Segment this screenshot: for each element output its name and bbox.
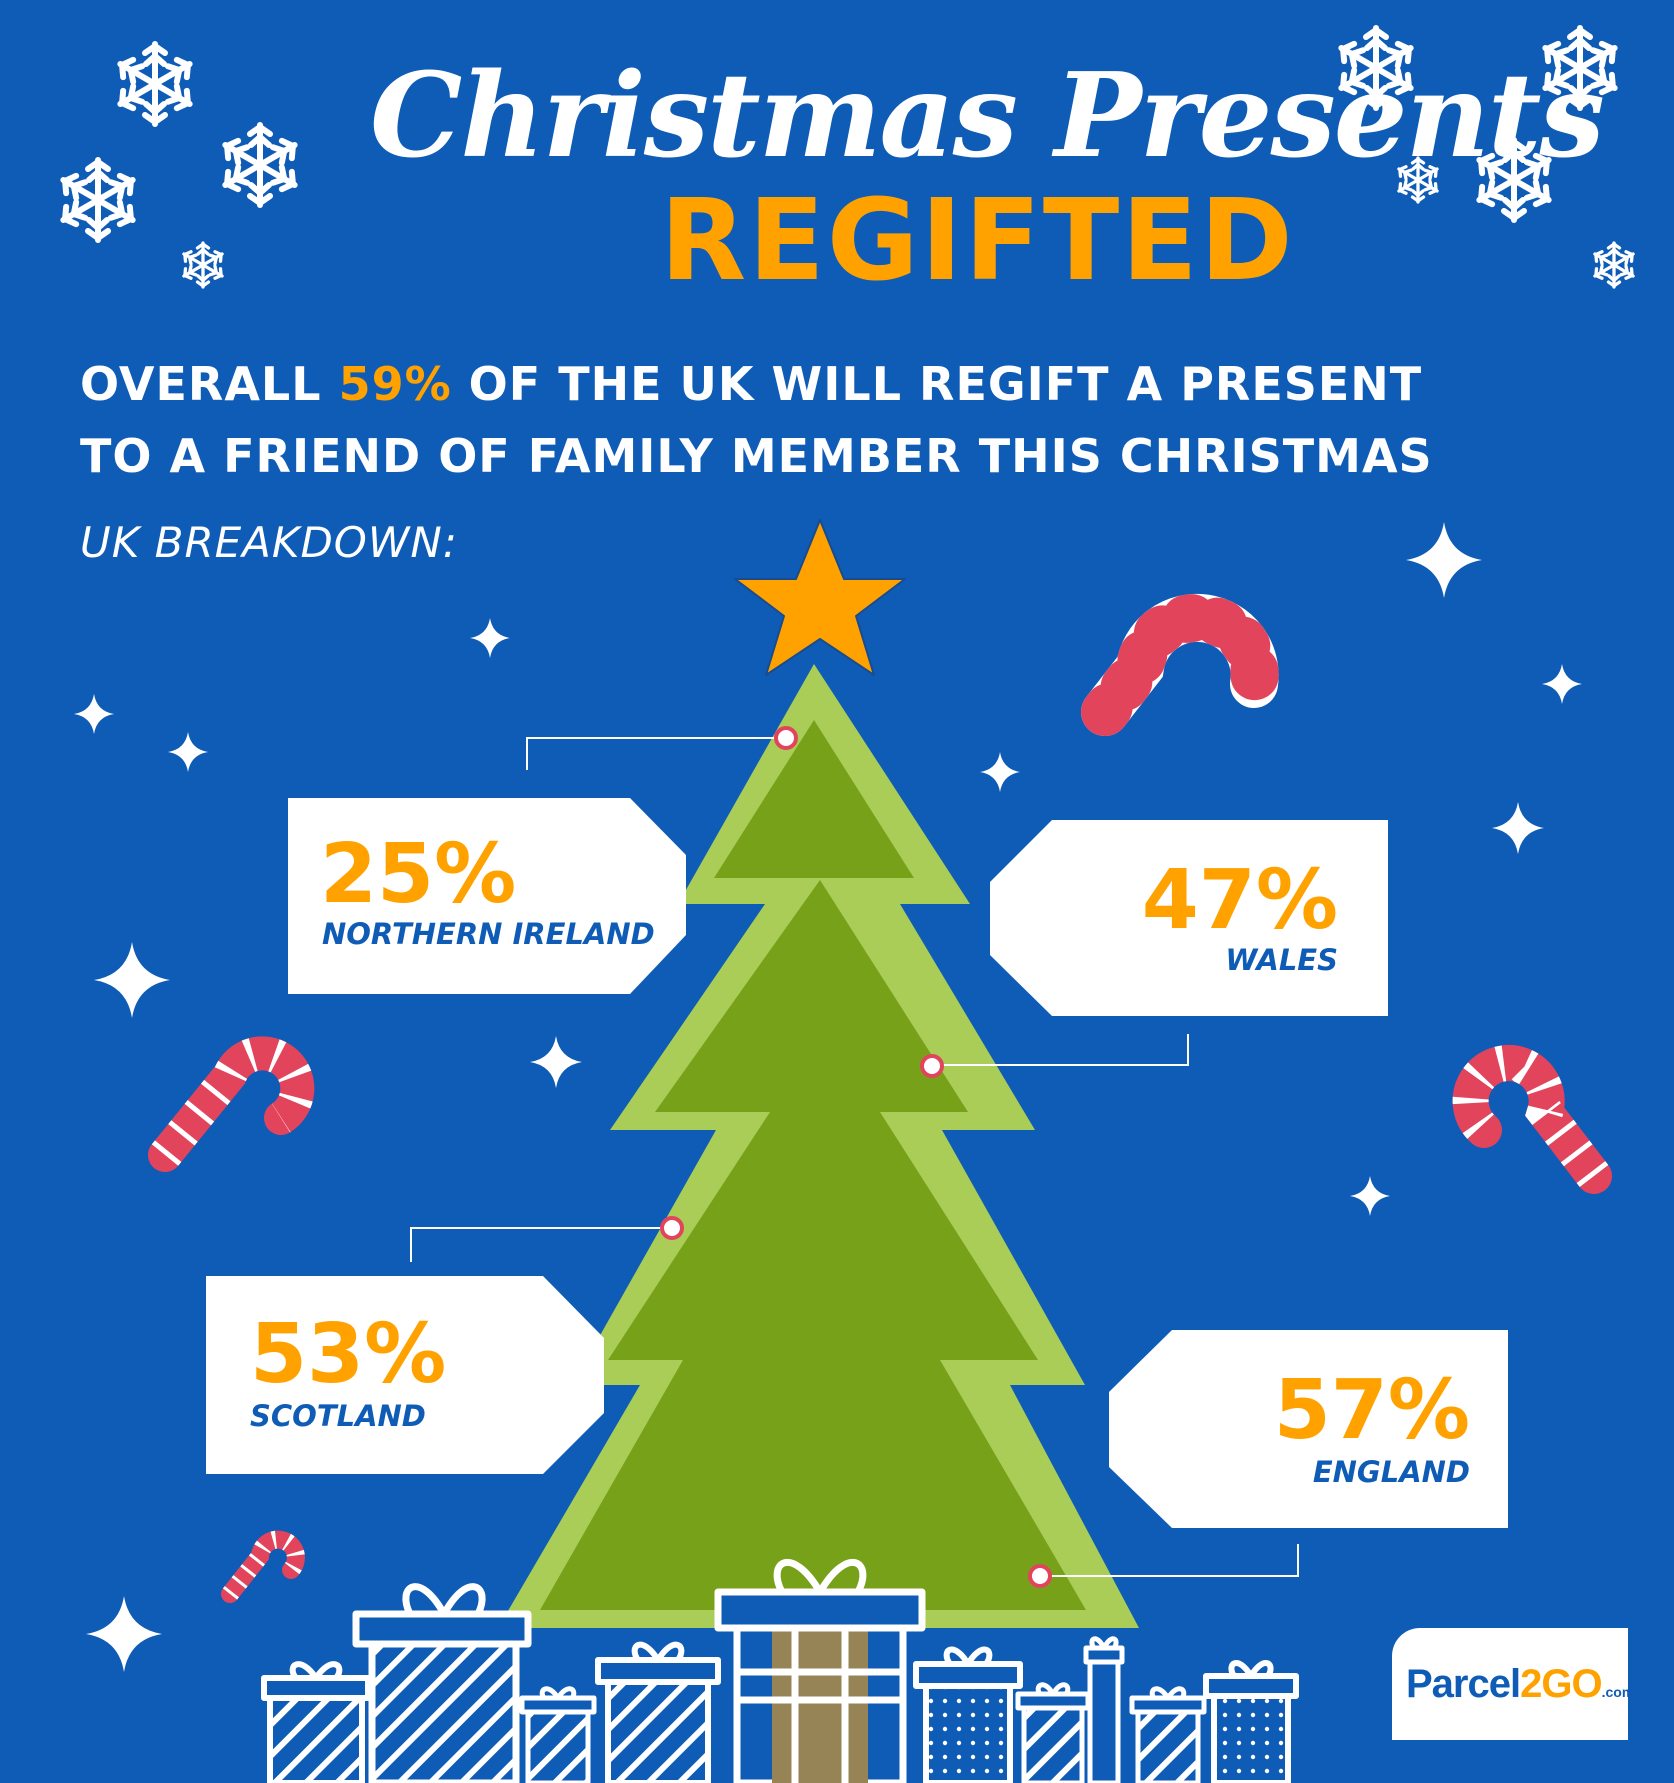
tag-scotland: 53% SCOTLAND <box>206 1276 604 1474</box>
candy-cane-icon <box>148 1036 315 1172</box>
tag-northern-ireland-shape <box>288 798 686 994</box>
logo-part-2: 2GO <box>1520 1662 1602 1706</box>
tag-region: WALES <box>1225 943 1338 977</box>
gift-box-icon <box>1083 1636 1125 1783</box>
headline-suffix: OF THE UK WILL REGIFT A PRESENT <box>451 357 1423 411</box>
star-icon <box>734 519 906 676</box>
candy-cane-icon <box>1081 593 1279 736</box>
sparkle-icon <box>530 1036 582 1088</box>
parcel2go-logo: Parcel2GO.com <box>1392 1628 1634 1740</box>
tag-wales: 47% WALES <box>990 820 1388 1016</box>
sparkle-icon <box>470 618 510 658</box>
candy-cane-icon <box>221 1530 305 1603</box>
headline-highlight: 59% <box>338 357 452 411</box>
candy-cane-icon <box>1452 1045 1612 1194</box>
snowflake-icon <box>58 160 137 240</box>
tag-region: NORTHERN IRELAND <box>322 917 655 951</box>
gift-box-icon-large <box>714 1558 926 1783</box>
headline: OVERALL 59% OF THE UK WILL REGIFT A PRES… <box>80 348 1640 492</box>
tag-region: SCOTLAND <box>250 1399 426 1433</box>
tag-percent: 57% <box>1273 1363 1470 1458</box>
snowflake-icon <box>181 243 225 287</box>
snowflake-icon <box>115 44 194 124</box>
gift-box-icon <box>519 1686 597 1783</box>
tag-percent: 53% <box>250 1307 447 1402</box>
gift-box-icon <box>913 1646 1023 1783</box>
sparkle-icon <box>94 942 170 1018</box>
connector-northern-ireland <box>526 726 798 770</box>
gift-box-icon <box>1203 1660 1299 1783</box>
tag-england-shape <box>1109 1330 1508 1528</box>
logo-wordmark: Parcel2GO.com <box>1406 1662 1634 1707</box>
sparkle-icon <box>1350 1176 1390 1216</box>
tag-northern-ireland: 25% NORTHERN IRELAND <box>288 798 686 994</box>
sparkle-icon <box>1492 802 1544 854</box>
logo-domain: .com <box>1601 1684 1635 1700</box>
connector-wales <box>920 1034 1189 1078</box>
gift-box-icon <box>261 1661 371 1783</box>
connector-england <box>1028 1544 1299 1588</box>
connector-scotland <box>410 1216 684 1262</box>
snowflake-icon <box>220 125 299 205</box>
tag-england: 57% ENGLAND <box>1109 1330 1508 1528</box>
headline-prefix: OVERALL <box>80 357 339 411</box>
headline-line-1: OVERALL 59% OF THE UK WILL REGIFT A PRES… <box>80 348 1640 420</box>
title-script: Christmas Presents <box>370 48 1605 184</box>
tag-percent: 47% <box>1141 853 1338 948</box>
tag-scotland-shape <box>206 1276 604 1474</box>
sparkle-icon <box>1542 664 1582 704</box>
logo-part-1: Parcel <box>1406 1662 1521 1706</box>
headline-line-2: TO A FRIEND OF FAMILY MEMBER THIS CHRIST… <box>80 429 1433 483</box>
tree-inner-lower <box>540 880 1086 1610</box>
breakdown-label: UK BREAKDOWN: <box>80 518 458 567</box>
tree-inner-upper <box>714 720 914 878</box>
gift-box-icon <box>1015 1682 1091 1783</box>
christmas-tree-icon <box>498 664 1139 1783</box>
sparkle-icon <box>86 1596 162 1672</box>
sparkle-icon <box>980 752 1020 792</box>
gift-box-icon <box>1129 1686 1207 1783</box>
tag-wales-shape <box>990 820 1388 1016</box>
gift-box-icon <box>352 1583 532 1783</box>
tag-percent: 25% <box>320 827 517 922</box>
sparkle-icon <box>74 694 114 734</box>
gift-box-icon <box>595 1641 721 1783</box>
sparkle-icon <box>1406 522 1482 598</box>
snowflake-icon <box>1592 243 1636 287</box>
sparkle-icon <box>168 732 208 772</box>
title-main: REGIFTED <box>660 176 1295 306</box>
tag-region: ENGLAND <box>1312 1455 1470 1489</box>
